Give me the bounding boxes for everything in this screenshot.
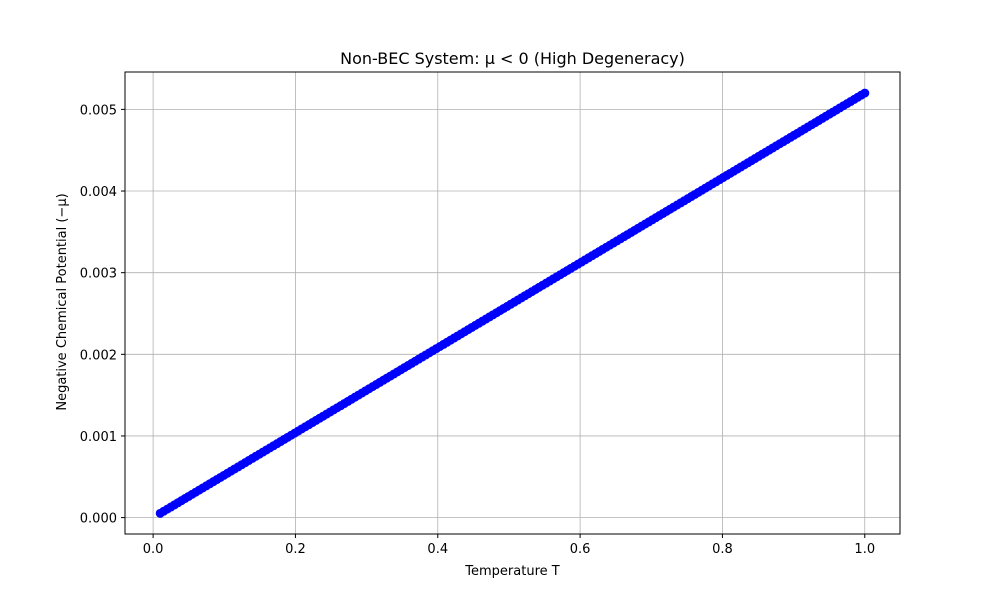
x-tick-label: 0.6	[570, 542, 591, 557]
y-tick-label: 0.005	[80, 103, 117, 118]
data-point	[860, 88, 870, 98]
y-tick-label: 0.001	[80, 430, 117, 445]
x-tick-label: 0.8	[712, 542, 733, 557]
y-axis-label: Negative Chemical Potential (−μ)	[55, 193, 70, 410]
y-axis-ticks: 0.000 0.001 0.002 0.003 0.004 0.005	[80, 103, 125, 527]
data-points	[155, 88, 870, 518]
y-tick-label: 0.002	[80, 348, 117, 363]
x-axis-ticks: 0.0 0.2 0.4 0.6 0.8 1.0	[143, 534, 875, 557]
y-tick-label: 0.000	[80, 512, 117, 527]
x-tick-label: 0.0	[143, 542, 164, 557]
chart-title: Non-BEC System: μ < 0 (High Degeneracy)	[340, 49, 685, 68]
plot-frame	[124, 71, 901, 535]
y-tick-label: 0.003	[80, 267, 117, 282]
x-tick-label: 0.2	[285, 542, 306, 557]
y-tick-label: 0.004	[80, 185, 117, 200]
x-axis-label: Temperature T	[464, 564, 559, 579]
x-tick-label: 1.0	[854, 542, 875, 557]
grid	[125, 72, 900, 534]
x-tick-label: 0.4	[427, 542, 448, 557]
